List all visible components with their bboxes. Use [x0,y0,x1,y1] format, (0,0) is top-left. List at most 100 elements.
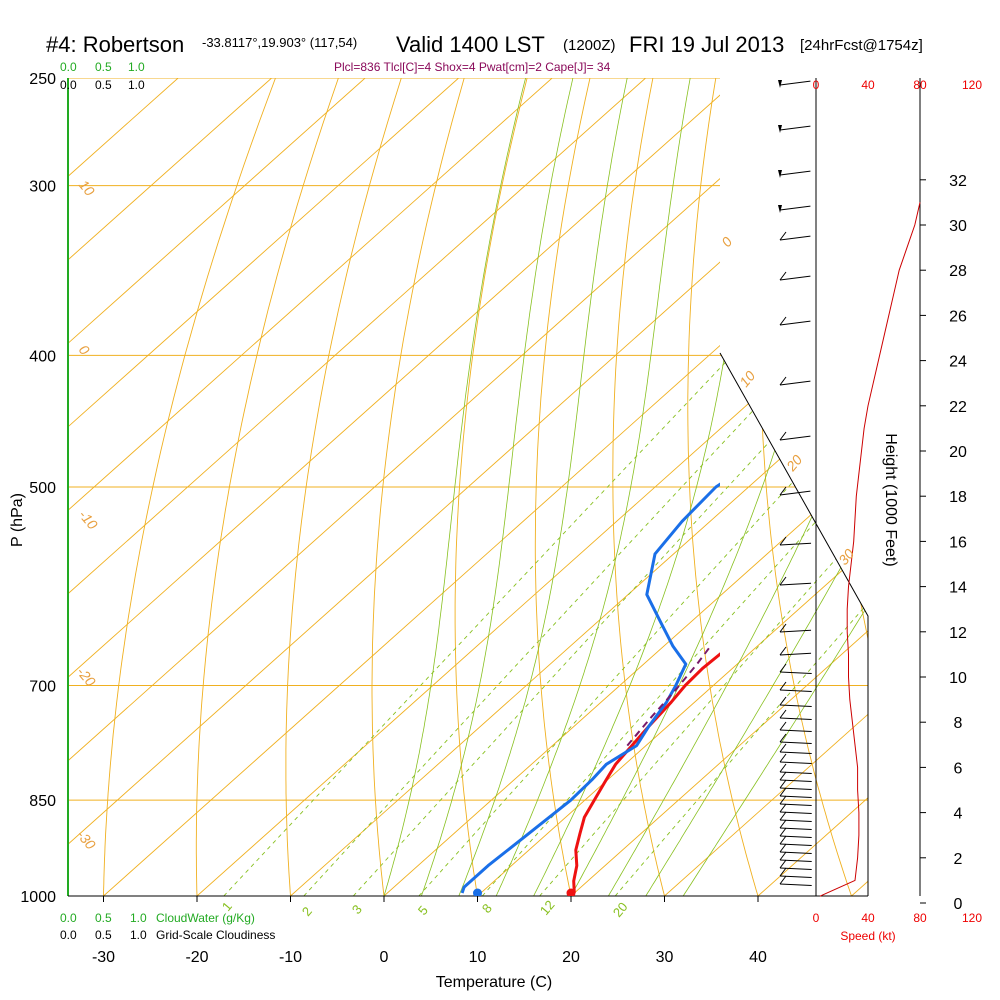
wind-barb-feather [779,867,787,877]
bottom-cloud-tick-1: 0.5 [95,911,112,925]
wind-barb-feather [779,376,787,386]
wind-panel-border [719,352,869,896]
stability-indices: Plcl=836 Tlcl[C]=4 Shox=4 Pwat[cm]=2 Cap… [334,60,611,74]
bottom-cloudiness-tick-2: 1.0 [130,928,147,942]
wind-barb-feather [779,663,787,673]
moist-adiabat [608,78,868,896]
moist-adiabat [682,78,868,896]
wind-barb [779,542,812,546]
top-cloudiness-tick-0: 0.0 [60,78,77,92]
moist-adiabat-label: 20 [782,452,805,475]
temperature-tick: 10 [469,949,487,966]
height-tick: 22 [949,399,967,416]
speed-tick-top: 40 [861,78,875,92]
height-tick: 12 [949,625,967,642]
wind-barb [779,883,812,887]
wind-barb-feather [779,431,787,441]
valid-time: Valid 1400 LST [396,32,545,57]
pressure-tick: 1000 [20,889,56,906]
moist-adiabat [421,78,574,896]
height-tick: 20 [949,444,967,461]
wind-barb-feather [779,771,787,781]
height-tick: 4 [954,806,963,823]
bottom-cloud-tick-2: 1.0 [130,911,147,925]
speed-tick-bottom: 40 [861,911,875,925]
isotherm-line [68,78,833,896]
wind-barbs [778,80,921,897]
pressure-tick: 400 [29,348,56,365]
pressure-tick: 700 [29,679,56,696]
isotherm-line [68,78,272,896]
cloudwater-label: CloudWater (g/Kg) [156,911,255,925]
height-tick: 10 [949,670,967,687]
moist-adiabat [458,78,628,896]
height-tick: 14 [949,580,967,597]
speed-axis-label: Speed (kt) [840,929,895,943]
temperature-tick: -10 [279,949,302,966]
dry-adiabat [534,78,597,896]
mixing-ratio-label: 20 [610,899,631,920]
x-axis-label: Temperature (C) [436,974,552,991]
temperature-tick: -20 [185,949,208,966]
wind-barb [779,235,811,241]
wind-barb-flag [778,80,782,88]
dry-adiabat [285,78,410,896]
wind-barb-feather [779,646,787,656]
wind-barb-feather [779,763,787,773]
speed-tick-top: 0 [813,78,820,92]
wind-barb-feather [779,721,787,731]
isotherm-line [477,78,868,896]
wind-barb [779,761,812,765]
top-cloud-tick-0: 0.0 [60,60,77,74]
top-cloud-tick-2: 1.0 [128,60,145,74]
station-title: #4: Robertson [46,32,184,57]
moist-adiabat-label: 30 [835,546,857,568]
wind-barb-feather [779,576,787,586]
wind-barb-flag [778,170,782,178]
wind-barb-feather [779,835,787,845]
wind-barb-feather [779,779,787,789]
wind-barb [779,671,812,675]
height-tick: 26 [949,308,967,325]
pressure-tick: 250 [29,71,56,88]
wind-barb-feather [779,803,787,813]
speed-tick-bottom: 80 [913,911,927,925]
dry-adiabat [454,78,534,896]
wind-barb [779,652,812,656]
wind-barb [779,689,812,693]
wind-barb-feather [779,271,787,281]
pressure-tick: 500 [29,480,56,497]
speed-tick-bottom: 0 [813,911,820,925]
wind-speed-profile [819,202,921,897]
wind-barb-feather [779,753,787,763]
wind-barb [779,751,812,755]
wind-barb [779,717,812,721]
temperature-tick: 20 [562,949,580,966]
isotherm-label: -30 [74,827,99,853]
height-tick: 2 [954,851,963,868]
isotherm-line [68,78,459,896]
height-tick: 6 [954,760,963,777]
wind-barb-feather [779,827,787,837]
wind-barb-feather [779,875,787,885]
moist-adiabat [383,78,526,896]
wind-barb [779,435,811,441]
moist-adiabat-label: 0 [718,234,735,250]
temperature-tick: 0 [380,949,389,966]
wind-barb-feather [779,733,787,743]
wind-barb [779,582,812,586]
wind-barb-feather [779,787,787,797]
wind-barb [779,490,811,496]
dry-adiabat [966,54,1000,925]
height-tick: 18 [949,489,967,506]
wind-barb [779,729,812,733]
dry-adiabat [612,78,673,896]
height-axis-label: Height (1000 Feet) [882,433,899,566]
top-cloudiness-tick-1: 0.5 [95,78,112,92]
plot-frame [67,78,921,897]
isotherm-label: 10 [76,177,98,199]
pressure-tick: 850 [29,793,56,810]
